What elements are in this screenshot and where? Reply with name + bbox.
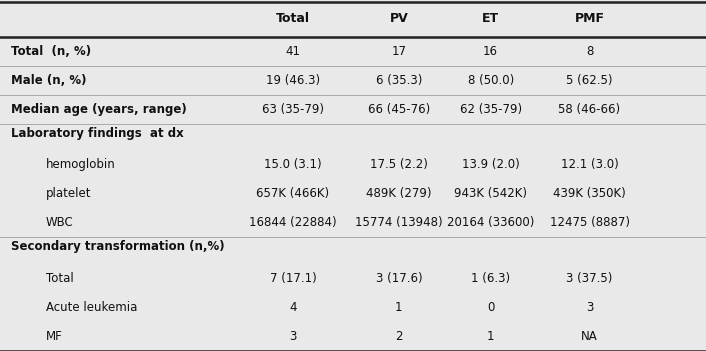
Text: 20164 (33600): 20164 (33600) (447, 217, 534, 230)
Text: 3: 3 (586, 301, 593, 314)
Text: Median age (years, range): Median age (years, range) (11, 103, 186, 116)
Text: Acute leukemia: Acute leukemia (46, 301, 137, 314)
Text: 62 (35-79): 62 (35-79) (460, 103, 522, 116)
Text: 489K (279): 489K (279) (366, 187, 431, 200)
Text: 12475 (8887): 12475 (8887) (549, 217, 630, 230)
Text: 12.1 (3.0): 12.1 (3.0) (561, 158, 618, 171)
Text: 13.9 (2.0): 13.9 (2.0) (462, 158, 520, 171)
Text: PMF: PMF (575, 12, 604, 25)
Text: 8: 8 (586, 45, 593, 58)
Text: 5 (62.5): 5 (62.5) (566, 74, 613, 87)
Text: Total: Total (46, 272, 73, 285)
Text: 66 (45-76): 66 (45-76) (368, 103, 430, 116)
Text: platelet: platelet (46, 187, 91, 200)
Text: Laboratory findings  at dx: Laboratory findings at dx (11, 127, 184, 140)
Text: Total: Total (276, 12, 310, 25)
Text: 1: 1 (395, 301, 402, 314)
Text: 7 (17.1): 7 (17.1) (270, 272, 316, 285)
Text: 41: 41 (285, 45, 301, 58)
Text: 3: 3 (289, 330, 297, 343)
Text: 17: 17 (391, 45, 407, 58)
Text: 2: 2 (395, 330, 402, 343)
Text: 1 (6.3): 1 (6.3) (471, 272, 510, 285)
Text: 3 (37.5): 3 (37.5) (566, 272, 613, 285)
Text: 15774 (13948): 15774 (13948) (355, 217, 443, 230)
Text: 63 (35-79): 63 (35-79) (262, 103, 324, 116)
Text: 16: 16 (483, 45, 498, 58)
Text: 439K (350K): 439K (350K) (553, 187, 626, 200)
Text: ET: ET (482, 12, 499, 25)
Text: 4: 4 (289, 301, 297, 314)
Text: 16844 (22884): 16844 (22884) (249, 217, 337, 230)
Text: 6 (35.3): 6 (35.3) (376, 74, 422, 87)
Text: Total  (n, %): Total (n, %) (11, 45, 90, 58)
Text: 1: 1 (487, 330, 494, 343)
Text: 0: 0 (487, 301, 494, 314)
Text: 15.0 (3.1): 15.0 (3.1) (264, 158, 322, 171)
Text: 8 (50.0): 8 (50.0) (467, 74, 514, 87)
Text: 58 (46-66): 58 (46-66) (558, 103, 621, 116)
Text: MF: MF (46, 330, 63, 343)
Text: 17.5 (2.2): 17.5 (2.2) (370, 158, 428, 171)
Text: 19 (46.3): 19 (46.3) (266, 74, 320, 87)
Text: Male (n, %): Male (n, %) (11, 74, 86, 87)
Text: hemoglobin: hemoglobin (46, 158, 116, 171)
Text: Secondary transformation (n,%): Secondary transformation (n,%) (11, 240, 225, 253)
Text: PV: PV (390, 12, 408, 25)
Text: 943K (542K): 943K (542K) (454, 187, 527, 200)
Text: 3 (17.6): 3 (17.6) (376, 272, 422, 285)
Text: WBC: WBC (46, 217, 73, 230)
Text: 657K (466K): 657K (466K) (256, 187, 330, 200)
Text: NA: NA (581, 330, 598, 343)
